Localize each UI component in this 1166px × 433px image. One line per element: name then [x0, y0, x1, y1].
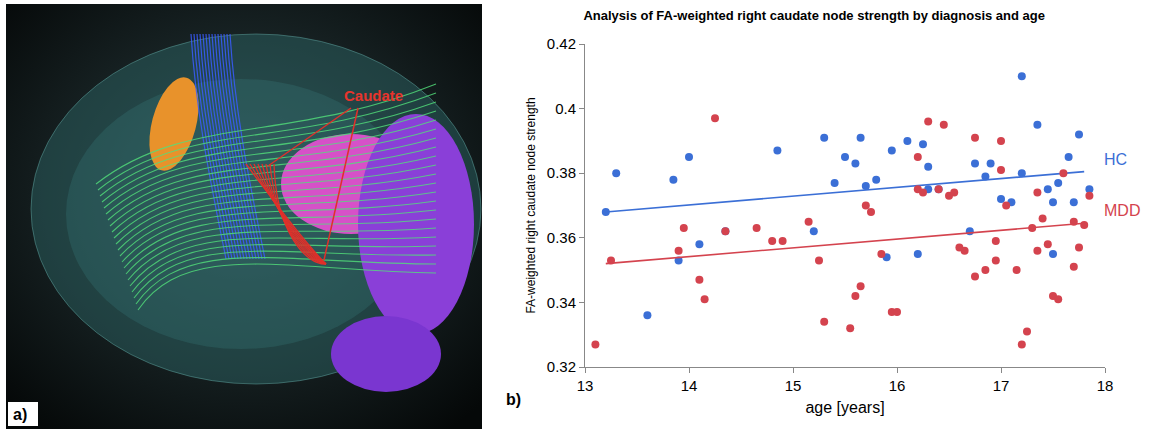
svg-text:age [years]: age [years]: [805, 399, 884, 416]
svg-text:14: 14: [681, 377, 698, 394]
svg-text:HC: HC: [1104, 151, 1127, 168]
svg-text:0.36: 0.36: [547, 229, 576, 246]
svg-text:0.34: 0.34: [547, 294, 576, 311]
svg-text:0.38: 0.38: [547, 164, 576, 181]
svg-text:13: 13: [577, 377, 594, 394]
svg-text:FA-weighted right caudate node: FA-weighted right caudate node strength: [524, 97, 538, 313]
svg-text:Analysis of FA-weighted right: Analysis of FA-weighted right caudate no…: [583, 8, 1045, 23]
svg-text:b): b): [506, 391, 521, 408]
svg-text:15: 15: [785, 377, 802, 394]
svg-text:16: 16: [889, 377, 906, 394]
svg-text:Caudate: Caudate: [344, 87, 403, 104]
svg-text:0.32: 0.32: [547, 358, 576, 375]
svg-text:18: 18: [1097, 377, 1114, 394]
svg-text:17: 17: [993, 377, 1010, 394]
svg-text:0.4: 0.4: [555, 100, 576, 117]
svg-text:a): a): [13, 406, 27, 423]
svg-text:MDD: MDD: [1104, 202, 1140, 219]
svg-text:0.42: 0.42: [547, 35, 576, 52]
